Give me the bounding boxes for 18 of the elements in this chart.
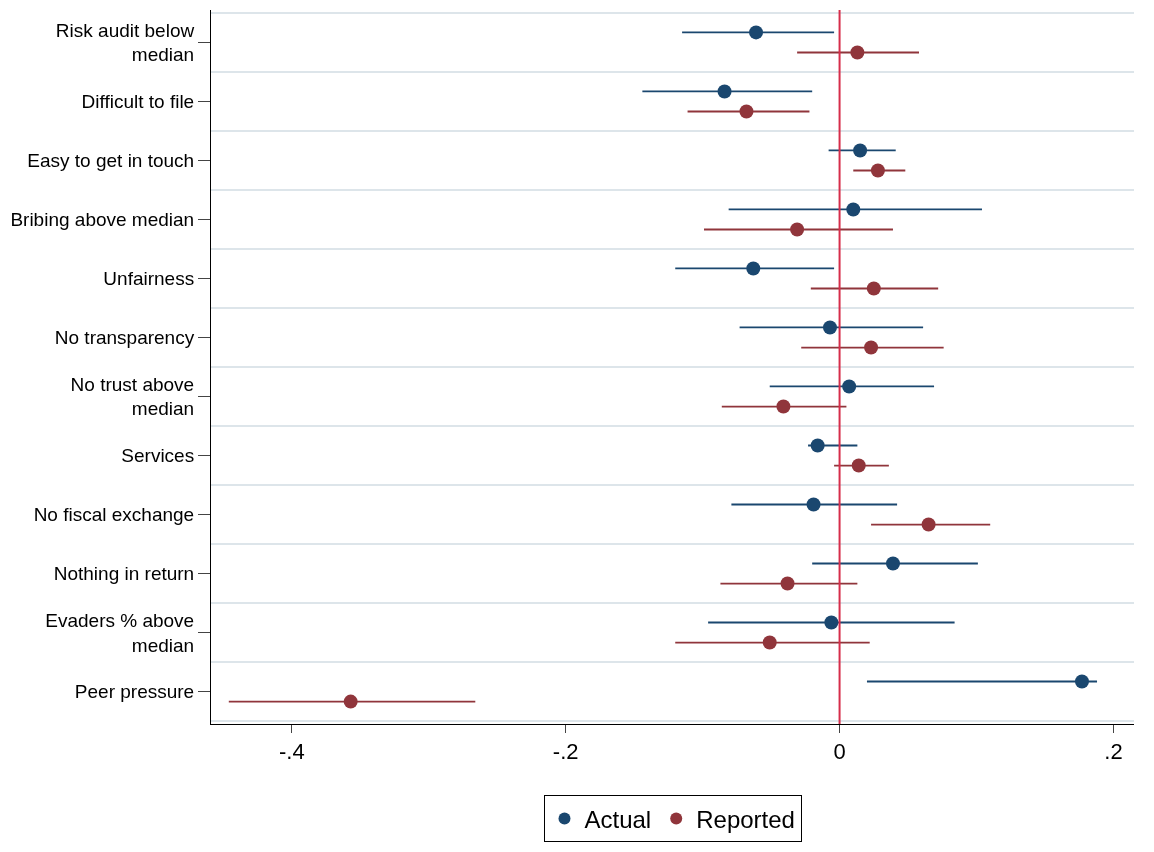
- x-tick-label: 0: [833, 739, 846, 765]
- y-tick-label: Easy to get in touch: [27, 150, 195, 172]
- y-tick-label: No fiscal exchange: [33, 504, 195, 526]
- y-tick-label: Difficult to file: [81, 91, 195, 113]
- y-tick-label: Bribing above median: [10, 209, 195, 231]
- y-tick-label: Peer pressure: [74, 681, 195, 703]
- y-tick-label: No trust above median: [70, 373, 195, 420]
- x-tick-label: -.2: [552, 739, 579, 765]
- legend-label: Reported: [696, 805, 795, 833]
- y-tick-label: Risk audit below median: [55, 19, 195, 66]
- legend-label: Actual: [584, 805, 652, 833]
- y-tick-label: Evaders % above median: [45, 609, 195, 656]
- y-tick-label: Unfairness: [103, 268, 195, 290]
- y-tick-label: Services: [121, 445, 195, 467]
- x-tick-label: .2: [1104, 739, 1123, 765]
- y-tick-label: Nothing in return: [53, 563, 195, 585]
- x-tick-label: -.4: [278, 739, 305, 765]
- y-tick-label: No transparency: [54, 327, 195, 349]
